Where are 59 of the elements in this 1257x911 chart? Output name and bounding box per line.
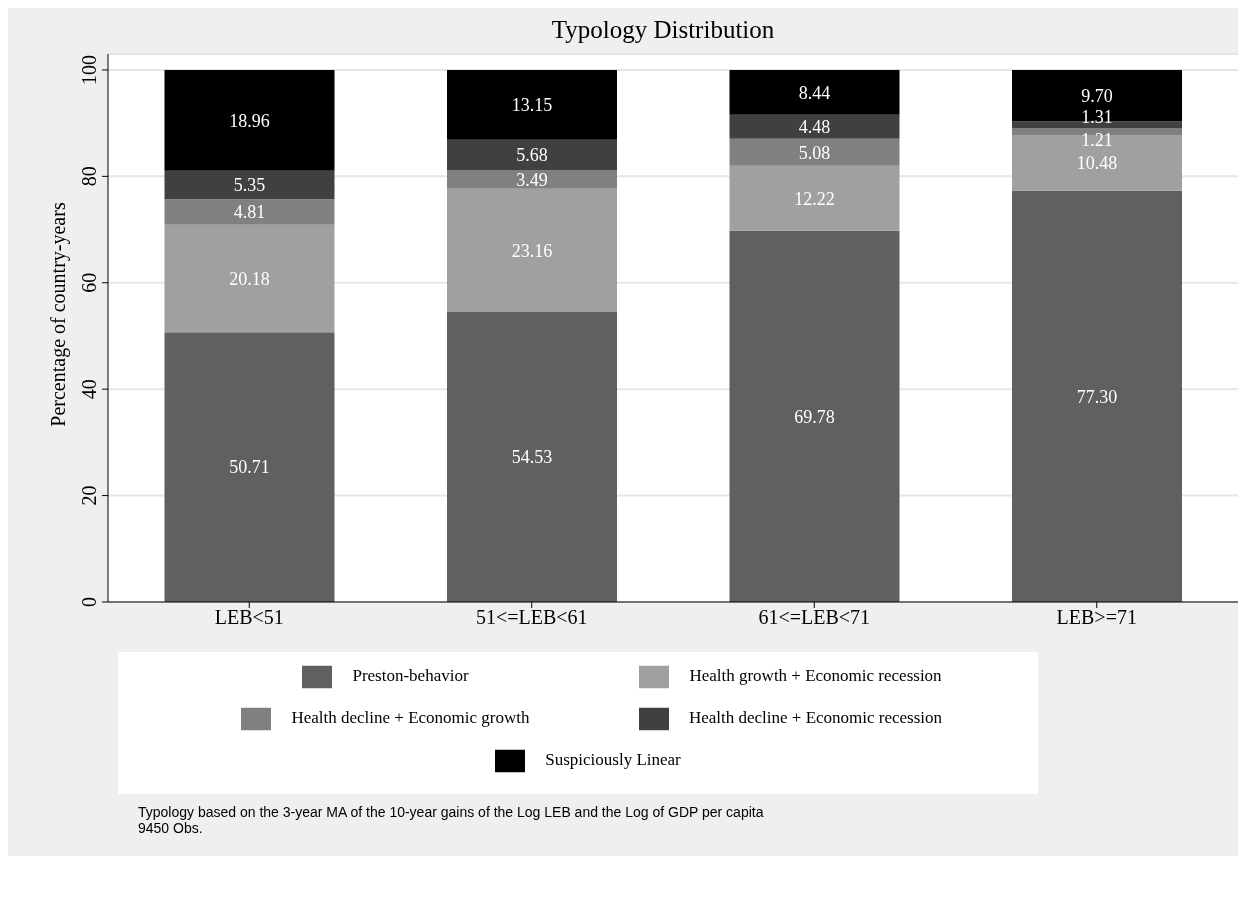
y-tick-label: 40 — [78, 379, 100, 400]
bar — [164, 199, 335, 225]
bar — [729, 165, 900, 231]
bar — [729, 69, 900, 115]
bar — [164, 224, 335, 333]
data-label: 77.30 — [1076, 386, 1118, 407]
legend-label: Health decline + Economic growth — [291, 707, 530, 727]
data-label: 1.21 — [1081, 130, 1113, 151]
legend-label: Health decline + Economic recession — [688, 707, 943, 727]
legend-label: Health growth + Economic recession — [689, 665, 942, 685]
data-label: 4.81 — [233, 202, 266, 223]
data-label: 5.35 — [233, 175, 266, 196]
data-label: 8.44 — [798, 82, 831, 103]
bar — [447, 188, 617, 312]
bar — [164, 170, 335, 200]
chart-title: Typology Distribution — [550, 16, 776, 44]
bar — [1012, 134, 1182, 191]
x-tick-label: LEB<51 — [214, 606, 284, 629]
data-label: 69.78 — [794, 406, 835, 427]
x-tick-label: 51<=LEB<61 — [475, 606, 588, 629]
bar — [1012, 128, 1182, 135]
bar — [447, 69, 617, 140]
legend-label: Suspiciously Linear — [545, 749, 681, 769]
data-label: 5.08 — [798, 142, 831, 163]
bar — [164, 332, 335, 602]
text: 9450 Obs. — [138, 820, 204, 836]
bar — [729, 230, 900, 602]
data-label: 23.16 — [511, 240, 553, 261]
bar — [729, 138, 900, 166]
y-axis-title: Percentage of country-years — [46, 201, 70, 427]
data-label: 4.48 — [798, 117, 831, 138]
text: Typology based on the 3-year MA of the 10-year gains of the Log LEB and the Log of GDP per capita — [138, 804, 765, 820]
x-tick-label: 61<=LEB<71 — [758, 606, 871, 629]
y-tick-label: 60 — [78, 272, 100, 293]
bar — [447, 170, 617, 189]
data-label: 10.48 — [1076, 153, 1118, 174]
data-label: 13.15 — [511, 95, 553, 116]
bar — [1012, 69, 1182, 122]
data-label: 54.53 — [511, 447, 553, 468]
data-label: 20.18 — [229, 268, 270, 289]
data-label: 50.71 — [229, 457, 270, 478]
data-label: 9.70 — [1081, 86, 1113, 107]
y-tick-label: 80 — [78, 166, 100, 187]
data-label: 3.49 — [516, 169, 548, 190]
data-label: 18.96 — [229, 110, 270, 131]
bar — [1012, 190, 1182, 602]
y-tick-label: 100 — [78, 54, 100, 85]
y-tick-label: 20 — [78, 485, 100, 506]
bar — [729, 114, 900, 139]
bar — [164, 69, 335, 171]
data-label: 5.68 — [516, 145, 548, 166]
y-tick-label: 0 — [78, 597, 100, 607]
data-label: 1.31 — [1081, 107, 1113, 128]
bar — [447, 139, 617, 171]
bar — [1012, 121, 1182, 129]
x-tick-label: LEB>=71 — [1056, 606, 1137, 629]
legend-label: Preston-behavior — [352, 665, 469, 685]
bar — [447, 311, 617, 602]
data-label: 12.22 — [794, 188, 835, 209]
